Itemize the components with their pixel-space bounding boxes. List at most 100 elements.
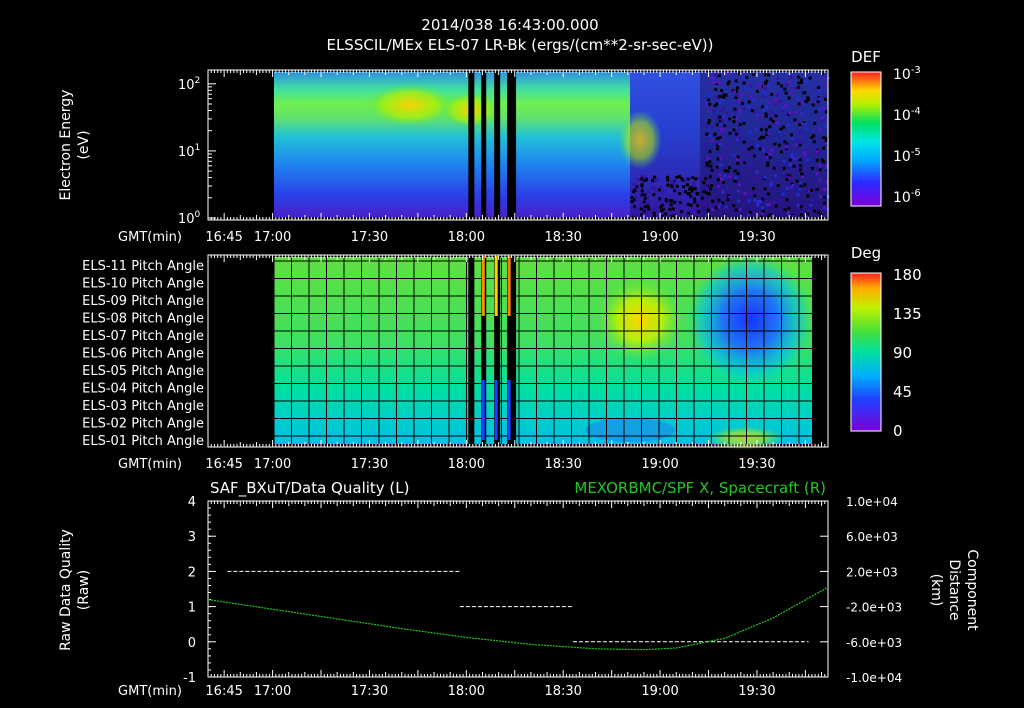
- pitch-angle-streak: [481, 256, 485, 316]
- pitch-angle-row-label: ELS-01 Pitch Angle: [82, 434, 204, 449]
- spectrogram-noise-pixel: [734, 136, 738, 140]
- time-axis-3: GMT(min) 16:45 17:00 17:30 18:00 18:30 19:00 19…: [118, 501, 829, 699]
- spectrogram-noise-pixel: [798, 164, 802, 168]
- spectrogram-noise-pixel: [763, 176, 767, 180]
- spectrogram-noise-pixel: [750, 109, 754, 113]
- spectrogram-noise-pixel: [664, 212, 668, 216]
- spectrogram-noise-pixel: [781, 106, 785, 110]
- spectrogram-noise-pixel: [692, 184, 696, 188]
- spectrogram-gap: [468, 71, 475, 219]
- spectrogram-noise-pixel: [722, 156, 726, 160]
- spectrogram-noise-pixel: [713, 132, 717, 136]
- spectrogram-noise-pixel: [732, 154, 736, 158]
- time-tick-label: 19:00: [641, 457, 678, 472]
- spectrogram-noise-pixel: [782, 166, 786, 170]
- pitch-angle-panel: ELS-11 Pitch Angle ELS-10 Pitch Angle ELS-…: [82, 254, 829, 454]
- spectrogram-noise-pixel: [805, 127, 809, 131]
- spectrogram-noise-pixel: [758, 82, 762, 86]
- deg-colorbar-ticks: 180 135 90 45 0: [893, 266, 922, 440]
- spectrogram-noise-pixel: [787, 80, 791, 84]
- spectrogram-noise-pixel: [732, 90, 736, 94]
- spectrogram-noise-pixel: [824, 138, 828, 142]
- spectrogram-noise-pixel: [740, 161, 744, 165]
- spectrogram-noise-pixel: [797, 75, 801, 79]
- spectrogram-noise-pixel: [728, 117, 732, 121]
- spectrogram-noise-pixel: [748, 130, 752, 134]
- spectrogram-noise-pixel: [806, 98, 810, 102]
- spectrogram-noise-pixel: [693, 207, 697, 211]
- spectrogram-noise-pixel: [714, 75, 718, 79]
- spectrogram-noise-pixel: [691, 176, 695, 180]
- spectrogram-noise-pixel: [707, 93, 711, 97]
- spectrogram-noise-pixel: [793, 86, 797, 90]
- spectrogram-noise-pixel: [644, 210, 648, 214]
- spectrogram-noise-pixel: [686, 177, 690, 181]
- spectrogram-noise-pixel: [767, 101, 771, 105]
- spectrogram-noise-pixel: [640, 177, 644, 181]
- spectrogram-noise-pixel: [633, 183, 637, 187]
- spectrogram-noise-pixel: [736, 74, 740, 78]
- spectrogram-noise-pixel: [798, 181, 802, 185]
- energy-tick-label: 102: [178, 76, 200, 93]
- spectrogram-noise-pixel: [818, 168, 822, 172]
- left-tick-label: 0: [188, 636, 196, 651]
- spectrogram-noise-pixel: [795, 148, 799, 152]
- line-plot-frame: [207, 500, 829, 678]
- spectrogram-noise-pixel: [705, 213, 709, 217]
- spectrogram-noise-pixel: [647, 190, 651, 194]
- spectrogram-noise-pixel: [796, 193, 800, 197]
- spectrogram-noise-pixel: [679, 210, 683, 214]
- spectrogram-noise-pixel: [642, 175, 646, 179]
- spectrogram-noise-pixel: [766, 163, 770, 167]
- deg-colorbar: Deg 180 135 90 45 0: [850, 244, 922, 440]
- spectrogram-noise-pixel: [718, 119, 722, 123]
- spectrogram-noise-pixel: [651, 175, 655, 179]
- spectrogram-noise-pixel: [743, 192, 747, 196]
- spectrogram-noise-pixel: [717, 184, 721, 188]
- spectrogram-noise-pixel: [761, 197, 765, 201]
- spectrogram-noise-pixel: [767, 215, 771, 219]
- spectrogram-noise-pixel: [815, 188, 819, 192]
- spectrogram-noise-pixel: [753, 198, 757, 202]
- spectrogram-noise-pixel: [657, 214, 661, 218]
- spectrogram-noise-pixel: [755, 177, 759, 181]
- spectrogram-noise-pixel: [765, 155, 769, 159]
- spectrogram-noise-pixel: [813, 209, 817, 213]
- time-axis-1: GMT(min) 16:45 17:00 17:30 18:00 18:30 19:00 19…: [118, 70, 829, 245]
- pitch-angle-gap: [481, 256, 487, 446]
- time-tick-label: 16:45: [205, 684, 242, 699]
- spectrogram-noise-pixel: [816, 89, 820, 93]
- spectrogram-gap: [481, 71, 487, 219]
- time-axis-2: GMT(min) 16:45 17:00 17:30 18:00 18:30 19:00 19…: [118, 255, 829, 472]
- spectrogram-noise-pixel: [653, 188, 657, 192]
- spectrogram-noise-pixel: [814, 87, 818, 91]
- spectrogram-noise-pixel: [795, 120, 799, 124]
- spectrogram-noise-pixel: [800, 101, 804, 105]
- spectrogram-noise-pixel: [705, 132, 709, 136]
- right-tick-label: -1.0e+04: [846, 671, 902, 685]
- time-tick-label: 18:00: [448, 230, 485, 245]
- left-tick-label: 1: [188, 601, 196, 616]
- spectrogram-noise-pixel: [670, 215, 674, 219]
- spectrogram-noise-pixel: [728, 166, 732, 170]
- spectrogram-noise-pixel: [695, 216, 699, 220]
- line-left-axis: -1 0 1 2 3 4: [183, 495, 216, 686]
- spectrogram-noise-pixel: [652, 206, 656, 210]
- spectrogram-noise-pixel: [811, 103, 815, 107]
- spectrogram-noise-pixel: [742, 107, 746, 111]
- spectrogram-noise-pixel: [655, 204, 659, 208]
- deg-colorbar-tick: 0: [893, 422, 903, 440]
- spectrogram-noise-pixel: [791, 215, 795, 219]
- time-tick-label: 17:00: [254, 457, 291, 472]
- right-tick-label: -2.0e+03: [846, 601, 902, 615]
- spectrogram-noise-pixel: [798, 168, 802, 172]
- spectrogram-noise-pixel: [711, 125, 715, 129]
- spectrogram-noise-pixel: [693, 187, 697, 191]
- spectrogram-noise-pixel: [820, 158, 824, 162]
- spectrogram-noise-pixel: [716, 178, 720, 182]
- spectrogram-noise-pixel: [789, 185, 793, 189]
- spectrogram-noise-pixel: [705, 104, 709, 108]
- spectrogram-noise-pixel: [696, 192, 700, 196]
- spectrogram-noise-pixel: [803, 153, 807, 157]
